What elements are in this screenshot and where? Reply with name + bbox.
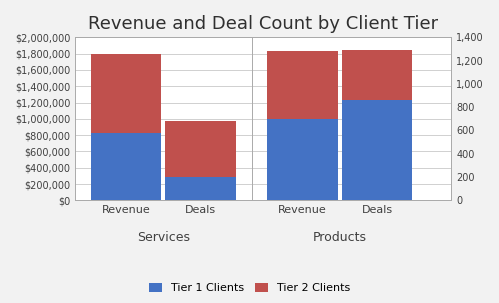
Bar — [165, 121, 236, 177]
Bar — [91, 133, 162, 200]
Text: Products: Products — [313, 231, 367, 244]
Bar — [342, 50, 412, 100]
Bar — [267, 51, 338, 119]
Bar — [267, 119, 338, 200]
Text: Services: Services — [137, 231, 190, 244]
Bar — [165, 177, 236, 200]
Bar — [342, 100, 412, 200]
Bar — [91, 54, 162, 133]
Legend: Tier 1 Clients, Tier 2 Clients: Tier 1 Clients, Tier 2 Clients — [144, 278, 355, 298]
Title: Revenue and Deal Count by Client Tier: Revenue and Deal Count by Client Tier — [88, 15, 439, 33]
